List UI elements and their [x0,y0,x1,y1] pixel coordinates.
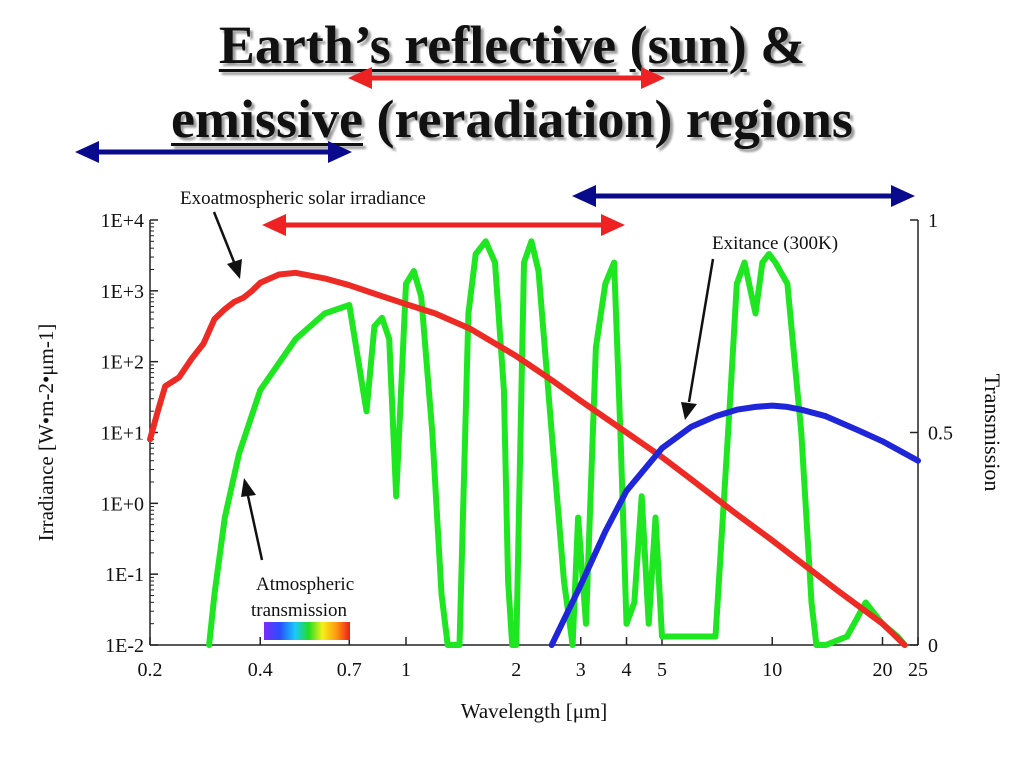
faint-background-text [30,736,990,758]
transmission-pointer-head [241,478,256,497]
exitance-pointer [687,258,715,403]
right-axis: 0 0.5 1 Transmission [910,210,1005,657]
y-tick-label: 1E+0 [101,493,145,515]
title-reflective-text: Earth’s reflective [218,15,617,75]
title-line-1: Earth’s reflective (sun) & [0,14,1024,76]
y-tick-label: 1E-1 [105,564,144,586]
emissive-arrow-title [75,141,352,163]
series-layer [147,238,921,648]
x-tick-label: 5 [657,659,667,681]
x-tick-label: 20 [873,659,893,681]
annotation-layer: Exoatmospheric solar irradiance Exitance … [75,67,915,640]
solar-pointer [212,211,236,263]
emissive-region-arrow-left-head [572,185,596,207]
reflective-region-arrow-right-head [601,214,625,236]
reflective-arrow-title-left-head [348,67,372,89]
emissive-arrow-title-left-head [75,141,99,163]
y2-tick-label: 0.5 [928,423,953,445]
y-tick-label: 1E+4 [101,210,145,232]
emissive-arrow-title-right-head [328,141,352,163]
x-tick-label: 4 [622,659,632,681]
solar-pointer-head [227,259,242,279]
transmission-pointer [246,495,264,561]
transmission-label-line1: Atmospheric [256,574,354,595]
x-tick-label: 0.7 [337,659,362,681]
y2-tick-label: 0 [928,635,938,657]
y-axis-label: Irradiance [W•m-2•μm-1] [34,324,58,542]
x-tick-label: 0.2 [138,659,163,681]
solar-irradiance-curve [147,269,908,648]
reflective-region-arrow [262,214,625,236]
x-tick-label: 10 [762,659,782,681]
exitance-label: Exitance (300K) [712,233,838,254]
emissive-region-arrow [572,185,915,207]
reflective-arrow-title-right-head [641,67,665,89]
title-ampersand: & [746,15,806,75]
left-axis: 1E-2 1E-1 1E+0 1E+1 1E+2 1E+3 1E+4 Irradiance [… [34,210,158,657]
emissive-region-arrow-right-head [891,185,915,207]
y2-axis-label: Transmission [980,374,1005,492]
y-tick-label: 1E+2 [101,352,145,374]
reflective-region-arrow-left-head [262,214,286,236]
x-axis: 0.2 0.4 0.7 1 2 3 4 5 10 20 25 Wavelength [μm] [138,637,928,723]
y-tick-label: 1E+3 [101,281,145,303]
x-tick-label: 1 [401,659,411,681]
y-tick-label: 1E+1 [101,423,145,445]
x-tick-label: 3 [576,659,586,681]
reflective-arrow-title [348,67,665,89]
x-tick-label: 25 [908,659,928,681]
y-tick-label: 1E-2 [105,635,144,657]
exitance-pointer-head [681,402,697,420]
title-emissive-text: emissive [171,89,363,149]
x-tick-label: 2 [511,659,521,681]
transmission-label-line2: transmission [251,600,348,621]
solar-irradiance-label: Exoatmospheric solar irradiance [180,188,426,209]
y2-tick-label: 1 [928,210,938,232]
visible-spectrum-bar [264,622,350,640]
exitance-curve [548,402,921,648]
title-line-2: emissive (reradiation) regions [0,88,1024,150]
x-tick-label: 0.4 [248,659,273,681]
title-sun-text: (sun) [629,15,747,75]
x-axis-label: Wavelength [μm] [461,699,608,723]
title-reradiation-text: (reradiation) regions [362,89,853,149]
